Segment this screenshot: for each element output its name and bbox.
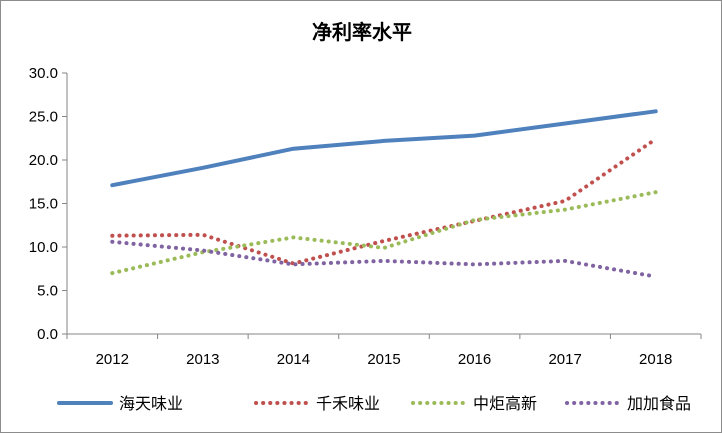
y-tick-label: 0.0 [37, 326, 58, 343]
legend-label-2: 中炬高新 [473, 394, 537, 413]
legend-label-0: 海天味业 [119, 394, 183, 413]
series-lines [110, 109, 658, 279]
x-tick-label: 2015 [367, 351, 400, 368]
x-tick-label: 2014 [277, 351, 310, 368]
x-tick-label: 2017 [548, 351, 581, 368]
y-tick-label: 10.0 [29, 239, 58, 256]
chart-title: 净利率水平 [312, 20, 412, 44]
y-tick-label: 30.0 [29, 65, 58, 82]
series-line-3 [110, 239, 658, 279]
y-tick-label: 15.0 [29, 196, 58, 213]
y-tick-label: 25.0 [29, 109, 58, 126]
series-line-2 [110, 190, 658, 276]
legend: 海天味业 千禾味业 中炬高新 加加食品 [57, 394, 691, 413]
series-line-1 [110, 137, 658, 266]
x-tick-label: 2013 [186, 351, 219, 368]
series-line-0 [110, 109, 658, 188]
axes: 0.0 5.0 10.0 15.0 20.0 25.0 30.0 2012 2013 2014 20… [29, 65, 702, 368]
x-tick-label: 2016 [458, 351, 491, 368]
y-tick-label: 5.0 [37, 283, 58, 300]
x-tick-label: 2012 [96, 351, 129, 368]
legend-label-1: 千禾味业 [316, 394, 380, 413]
y-tick-label: 20.0 [29, 152, 58, 169]
legend-label-3: 加加食品 [627, 394, 691, 413]
x-tick-label: 2018 [639, 351, 672, 368]
